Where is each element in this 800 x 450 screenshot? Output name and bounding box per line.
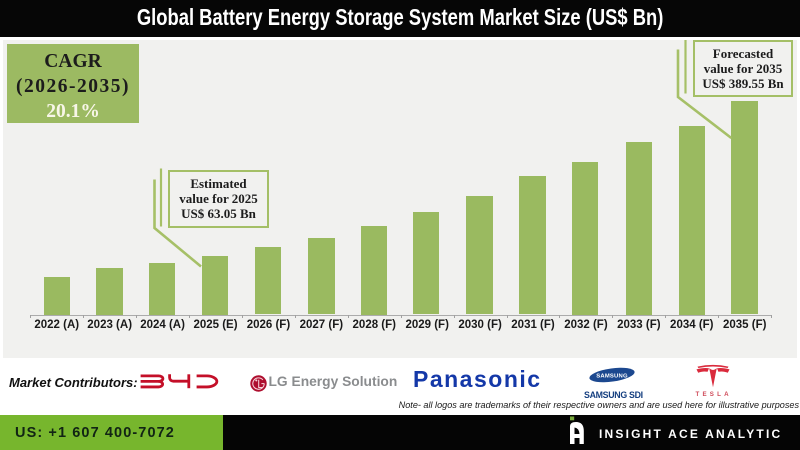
svg-text:SAMSUNG: SAMSUNG [596, 373, 628, 379]
